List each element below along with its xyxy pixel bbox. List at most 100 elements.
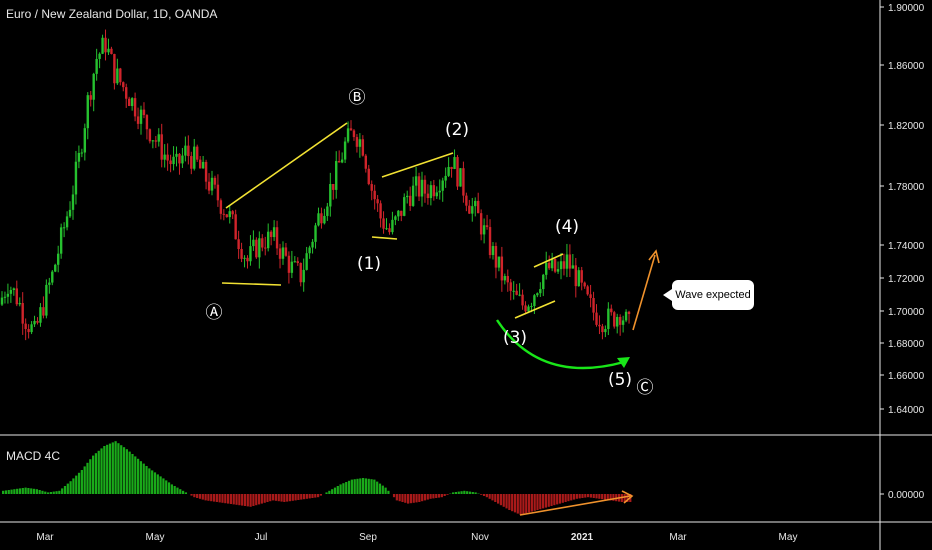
price-tick-label: 1.78000 [888, 182, 925, 193]
macd-bar [196, 494, 199, 498]
candle [482, 218, 486, 244]
macd-bar [404, 494, 407, 503]
candle [403, 193, 406, 217]
macd-bar [47, 492, 50, 494]
macd-bar [294, 494, 297, 501]
macd-bar [398, 494, 401, 502]
macd-bar [238, 494, 241, 506]
macd-bar [227, 494, 230, 504]
candle [302, 258, 305, 292]
macd-bar [342, 483, 345, 494]
candle [243, 255, 246, 268]
candle [438, 179, 441, 200]
price-tick-label: 1.72000 [888, 274, 925, 285]
candle [385, 218, 388, 230]
candle [89, 90, 92, 107]
candle [160, 123, 163, 168]
trend-line [514, 300, 556, 319]
trend-line [371, 236, 398, 240]
green-arrowhead [617, 357, 630, 368]
candle [592, 291, 595, 321]
candle [299, 262, 302, 287]
candle [352, 129, 356, 141]
macd-bar [61, 488, 64, 494]
candle [258, 231, 261, 269]
macd-bar [502, 494, 505, 507]
macd-bar [488, 494, 491, 499]
candle [462, 161, 465, 203]
macd-bar [505, 494, 508, 509]
candle [485, 214, 489, 230]
macd-bar [229, 494, 233, 504]
macd-bar [263, 494, 266, 503]
macd-bar [97, 450, 100, 494]
wave-label: (4) [555, 217, 579, 237]
orange-arrowhead [648, 249, 660, 264]
candle [287, 251, 291, 284]
candle [127, 96, 131, 107]
candle [56, 245, 60, 273]
candle [450, 166, 453, 178]
macd-bar [421, 494, 424, 502]
macd-bar [243, 494, 247, 506]
macd-bar [547, 494, 550, 507]
macd-bar [373, 479, 376, 494]
candle [515, 283, 518, 296]
candle [491, 242, 495, 260]
macd-bar [69, 481, 72, 494]
candle [246, 255, 249, 269]
candle [627, 310, 631, 324]
macd-bar [55, 491, 58, 494]
candle [358, 133, 362, 158]
macd-bar [153, 472, 157, 494]
macd-orange-arrowhead [621, 490, 634, 504]
candle [542, 273, 545, 297]
macd-bar [513, 494, 517, 513]
callout-text: Wave expected [675, 289, 751, 301]
macd-bar [376, 481, 379, 494]
macd-bar [454, 492, 458, 494]
macd-bar [491, 494, 494, 501]
candle [565, 243, 569, 278]
candle [521, 289, 524, 310]
macd-bar [581, 494, 584, 498]
macd-bar [117, 443, 120, 494]
macd-bar [347, 480, 351, 494]
macd-bar [553, 494, 556, 506]
time-tick-label: Mar [669, 532, 687, 543]
candle [468, 199, 471, 214]
macd-bar [32, 488, 36, 494]
macd-bar [13, 489, 16, 494]
candle [394, 215, 397, 226]
candle [54, 263, 57, 273]
candle [240, 242, 243, 263]
candle [207, 173, 211, 195]
candle [249, 235, 252, 266]
candle [441, 177, 444, 202]
macd-bar [283, 494, 286, 502]
macd-bar [336, 486, 339, 494]
candle [71, 185, 75, 220]
candle [33, 315, 36, 328]
indicator-title: MACD 4C [6, 449, 61, 463]
candle [562, 253, 566, 276]
macd-bar [412, 494, 415, 503]
candle [406, 190, 409, 204]
time-tick-label: Mar [36, 532, 54, 543]
candle [500, 246, 504, 292]
macd-bar [241, 494, 244, 506]
candle [201, 155, 205, 169]
macd-bar [137, 458, 140, 494]
candle [420, 171, 424, 207]
candle [24, 318, 27, 341]
macd-bar [77, 472, 81, 494]
candle [45, 279, 48, 319]
candle [479, 209, 483, 241]
candle [589, 284, 592, 308]
candle [417, 172, 421, 202]
macd-bar [364, 478, 368, 494]
candle [101, 34, 104, 55]
candle [444, 167, 447, 188]
macd-bar [151, 470, 154, 494]
candle [474, 197, 477, 217]
